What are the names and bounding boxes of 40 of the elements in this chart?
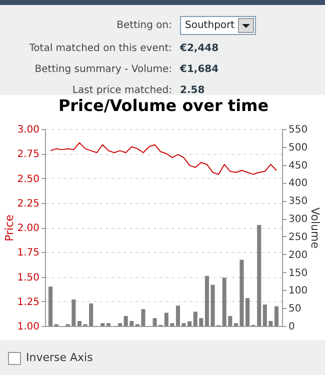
text: Last price matched: xyxy=(72,84,172,98)
bar xyxy=(48,286,53,326)
bar xyxy=(274,306,279,326)
y2-tick-label: 550 xyxy=(288,124,308,136)
y2-tick-label: 350 xyxy=(288,196,308,208)
y2-tick-label: 50 xyxy=(288,304,302,315)
y-axis-title: Price xyxy=(3,214,16,242)
y-tick-label: 1.00 xyxy=(17,322,40,332)
text: €1,684 xyxy=(180,63,219,77)
bar xyxy=(118,323,122,326)
y2-tick-label: 100 xyxy=(288,286,308,297)
y2-tick-label: 0 xyxy=(288,322,295,332)
dropdown: Southport xyxy=(180,16,256,35)
text: Total matched on this event: xyxy=(29,42,172,56)
y2-tick-label: 400 xyxy=(288,178,308,190)
y-tick-label: 1.25 xyxy=(17,296,40,308)
y2-tick-label: 150 xyxy=(288,268,308,279)
y-tick-label: 2.50 xyxy=(17,174,40,185)
y-tick-label: 2.25 xyxy=(17,198,40,210)
bar xyxy=(100,323,105,326)
y2-axis-title: Volume xyxy=(308,208,322,249)
text: Inverse Axis xyxy=(26,351,93,364)
y-tick-label: 1.50 xyxy=(17,272,40,284)
bar xyxy=(176,306,180,326)
y2-tick-label: 200 xyxy=(288,250,308,261)
y-tick-label: 2.00 xyxy=(17,223,40,234)
bar xyxy=(106,323,110,326)
y2-tick-label: 450 xyxy=(288,160,308,172)
y-tick-label: 1.75 xyxy=(17,248,40,259)
y2-tick-label: 500 xyxy=(288,142,308,154)
line-series xyxy=(50,142,277,175)
text: €2,448 xyxy=(180,42,219,56)
text: Betting on: xyxy=(116,19,172,33)
text: Betting summary - Volume: xyxy=(34,63,172,77)
chart-title: Price/Volume over time xyxy=(58,96,269,115)
text: 2.58 xyxy=(180,84,205,98)
y-tick-label: 2.75 xyxy=(17,149,40,160)
y2-tick-label: 250 xyxy=(288,232,308,243)
y2-tick-label: 300 xyxy=(288,214,308,226)
y-tick-label: 3.00 xyxy=(17,124,40,136)
